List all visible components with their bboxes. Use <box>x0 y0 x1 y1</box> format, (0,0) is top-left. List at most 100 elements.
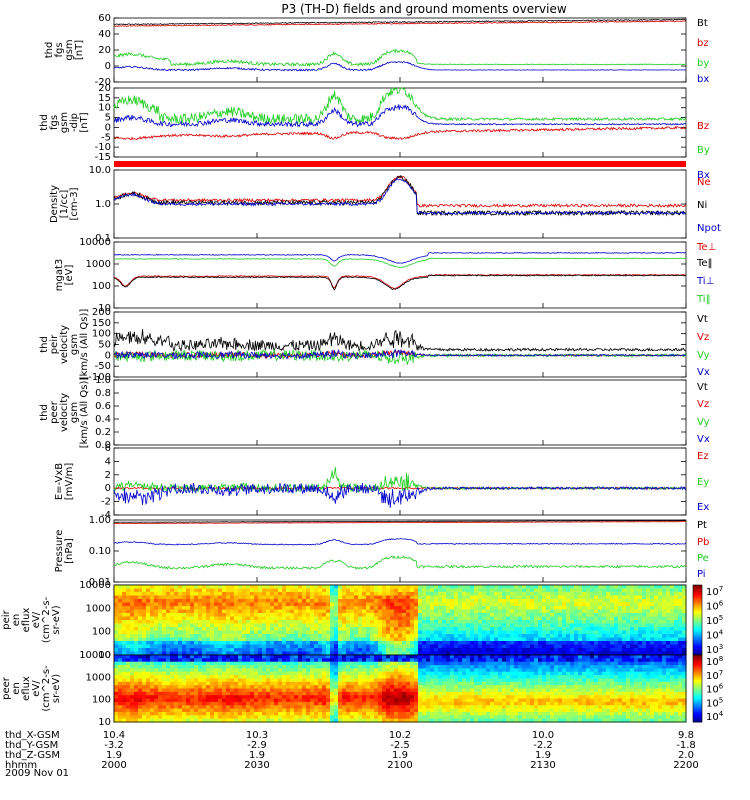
ephemeris-table: thd_X-GSM 10.4 10.3 10.2 10.0 9.8 thd_Y-GSM -3.… <box>5 730 699 771</box>
ytick-label: 4 <box>105 456 111 467</box>
ytick-label: 1000 <box>86 603 111 614</box>
ylabel-line: gsm <box>69 402 80 423</box>
ephemeris-value: 2100 <box>387 760 412 771</box>
ephemeris-value: -2.2 <box>533 740 553 751</box>
panel-frame-electron-velocity <box>113 379 687 446</box>
ytick-label: 6 <box>105 443 111 454</box>
series-Bz <box>113 125 687 141</box>
series-bz <box>114 20 687 27</box>
ytick-label: 0.10 <box>89 546 111 557</box>
ytick-label: 0.0 <box>95 440 111 451</box>
ylabel-line: thd <box>39 114 50 131</box>
ytick-label: 10 <box>98 303 111 314</box>
ephemeris-value: 1.9 <box>392 750 408 761</box>
ytick-label: -15 <box>95 152 111 163</box>
legend-Vy: Vy <box>697 350 710 361</box>
series-Vx <box>113 348 687 360</box>
legend-By: By <box>697 145 710 156</box>
ephemeris-value: -3.2 <box>104 740 124 751</box>
ylabel-line: [cm-3] <box>69 187 80 220</box>
legend-Ez: Ez <box>697 451 709 462</box>
ylabel-line: -dip <box>69 113 80 132</box>
colorbar-label: 106 <box>706 600 724 613</box>
ytick-label: 60 <box>98 13 111 24</box>
ylabel-fgs-gsm-1: thd fgs gsm [nT] <box>44 39 85 60</box>
legend-Ni: Ni <box>697 200 707 211</box>
series-Bx <box>113 103 687 128</box>
ylabel-line: gsm <box>64 39 75 60</box>
legend-Bt: Bt <box>697 18 708 29</box>
legend-Ex: Ex <box>697 502 709 513</box>
ylabel-line: thd <box>39 404 50 421</box>
ytick-label: 100 <box>92 281 111 292</box>
ytick-label: 0 <box>105 122 111 133</box>
ephemeris-value: 2130 <box>530 760 555 771</box>
ylabel-line: thd <box>44 42 55 59</box>
ylabel-line: eV/ <box>31 680 42 697</box>
ytick-label: 10 <box>98 650 111 661</box>
legend-Bz: Bz <box>697 121 709 132</box>
series-Npot <box>113 177 687 216</box>
ytick-label: 1.00 <box>89 515 111 526</box>
ylabel-ion-spectrogram: thd peir en eflux eV/(cm^2-s-sr-eV) <box>0 596 62 643</box>
ephemeris-label: hhmm <box>5 760 37 771</box>
colorbar-label: 104 <box>706 629 724 642</box>
ephemeris-value: 10.0 <box>532 730 554 741</box>
ylabel-line: [nT] <box>79 112 90 132</box>
quality-flag-bar <box>114 161 686 167</box>
series-Te-perp <box>113 273 687 289</box>
ytick-label: 0.01 <box>89 577 111 588</box>
ion-spectrogram-cells <box>114 585 687 656</box>
legend-Ti⊥: Ti⊥ <box>696 276 714 287</box>
legend-Vy: Vy <box>697 417 710 428</box>
ephemeris-value: 2.0 <box>678 750 694 761</box>
ytick-label: 40 <box>98 29 111 40</box>
ytick-label: 0 <box>105 61 111 72</box>
series-Pb <box>114 521 687 525</box>
colorbar-label: 106 <box>706 683 724 696</box>
ylabel-line: [mV/m] <box>64 463 75 501</box>
ylabel-ion-velocity: thd peir velocity gsm [km/s (All Qs)] <box>39 309 90 381</box>
ytick-label: 0 <box>105 483 111 494</box>
ytick-label: 0.8 <box>95 388 111 399</box>
ytick-label: 10000 <box>79 650 111 661</box>
panel-frame-fgs-gsm-2 <box>113 87 687 158</box>
colorbar-label: 104 <box>706 710 724 723</box>
legend-Vt: Vt <box>697 314 708 325</box>
legend-Vz: Vz <box>697 399 709 410</box>
ylabel-line: peer <box>49 400 60 424</box>
ephemeris-value: -1.8 <box>676 740 696 751</box>
ylabel-line: eflux <box>21 676 32 701</box>
ytick-label: 1.0 <box>95 199 111 210</box>
ylabel-pressure: Pressure [nPa] <box>54 530 75 573</box>
ytick-label: 5 <box>105 113 111 124</box>
series-Ex <box>113 482 687 508</box>
ytick-label: 10000 <box>79 580 111 591</box>
series-bx <box>113 61 686 72</box>
ephemeris-value: 1.9 <box>249 750 265 761</box>
ylabel-density: Density [1/cc] [cm-3] <box>49 185 80 223</box>
legend-Te‖: Te‖ <box>696 258 713 269</box>
ylabel-line: fgs <box>49 115 60 130</box>
panel-frame-fgs-gsm-1 <box>113 17 687 83</box>
series-Vt <box>113 329 687 353</box>
ylabel-line: peer <box>1 676 12 700</box>
ytick-label: 100 <box>92 627 111 638</box>
ytick-label: -5 <box>101 132 111 143</box>
ytick-label: 1000 <box>86 259 111 270</box>
ytick-label: 1000 <box>86 672 111 683</box>
series-Pe <box>113 555 687 570</box>
ephemeris-label: thd_Z-GSM <box>5 750 60 761</box>
ytick-label: 20 <box>98 45 111 56</box>
legend-Te⊥: Te⊥ <box>696 242 716 253</box>
legend-Pe: Pe <box>697 553 709 564</box>
ephemeris-value: -2.9 <box>247 740 267 751</box>
legend-Pb: Pb <box>697 537 709 548</box>
ytick-label: 200 <box>92 307 111 318</box>
ylabel-line: velocity <box>59 393 70 432</box>
ytick-label: 0.1 <box>95 233 111 244</box>
legend-bz: bz <box>697 38 709 49</box>
ephemeris-value: 2200 <box>673 760 698 771</box>
ytick-label: 2 <box>105 470 111 481</box>
